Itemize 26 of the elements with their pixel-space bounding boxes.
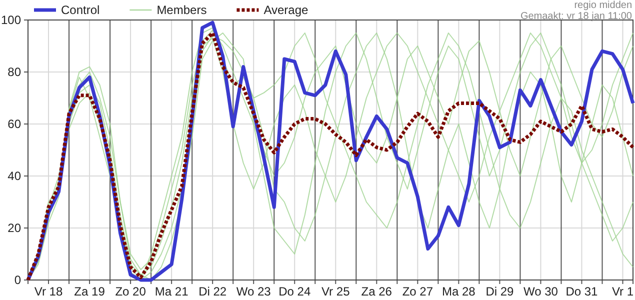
text: regio midden — [574, 0, 632, 11]
y-tick-label: 20 — [8, 220, 22, 235]
y-tick-label: 0 — [14, 272, 22, 287]
x-tick-label: Di 22 — [198, 284, 227, 299]
annotation: Gemaakt: vr 18 jan 11:00 — [520, 11, 632, 22]
x-tick-label: Za 26 — [361, 284, 392, 299]
x-tick-label: Do 24 — [278, 284, 311, 299]
x-tick-label: Di 29 — [486, 284, 514, 299]
x-tick-label: Vr 1 — [612, 284, 634, 299]
y-tick-label: 100 — [0, 12, 22, 27]
x-tick-label: Zo 20 — [115, 284, 146, 299]
x-tick-label: Vr 25 — [322, 284, 350, 299]
x-tick-label: Wo 30 — [523, 284, 558, 299]
x-tick-label: Vr 18 — [34, 284, 63, 299]
y-tick-label: 60 — [8, 116, 22, 131]
x-tick-label: Ma 21 — [154, 284, 189, 299]
y-tick-label: 80 — [8, 64, 22, 79]
y-tick-label: 40 — [8, 168, 22, 183]
x-tick-label: Zo 27 — [402, 284, 434, 299]
legend-label: Control — [61, 3, 100, 17]
x-tick-label: Za 19 — [74, 284, 106, 299]
x-tick-label: Ma 28 — [442, 284, 476, 299]
x-tick-label: Wo 23 — [236, 284, 272, 299]
legend-label: Average — [264, 3, 309, 17]
x-tick-label: Do 31 — [566, 284, 598, 299]
legend-label: Members — [156, 3, 207, 17]
